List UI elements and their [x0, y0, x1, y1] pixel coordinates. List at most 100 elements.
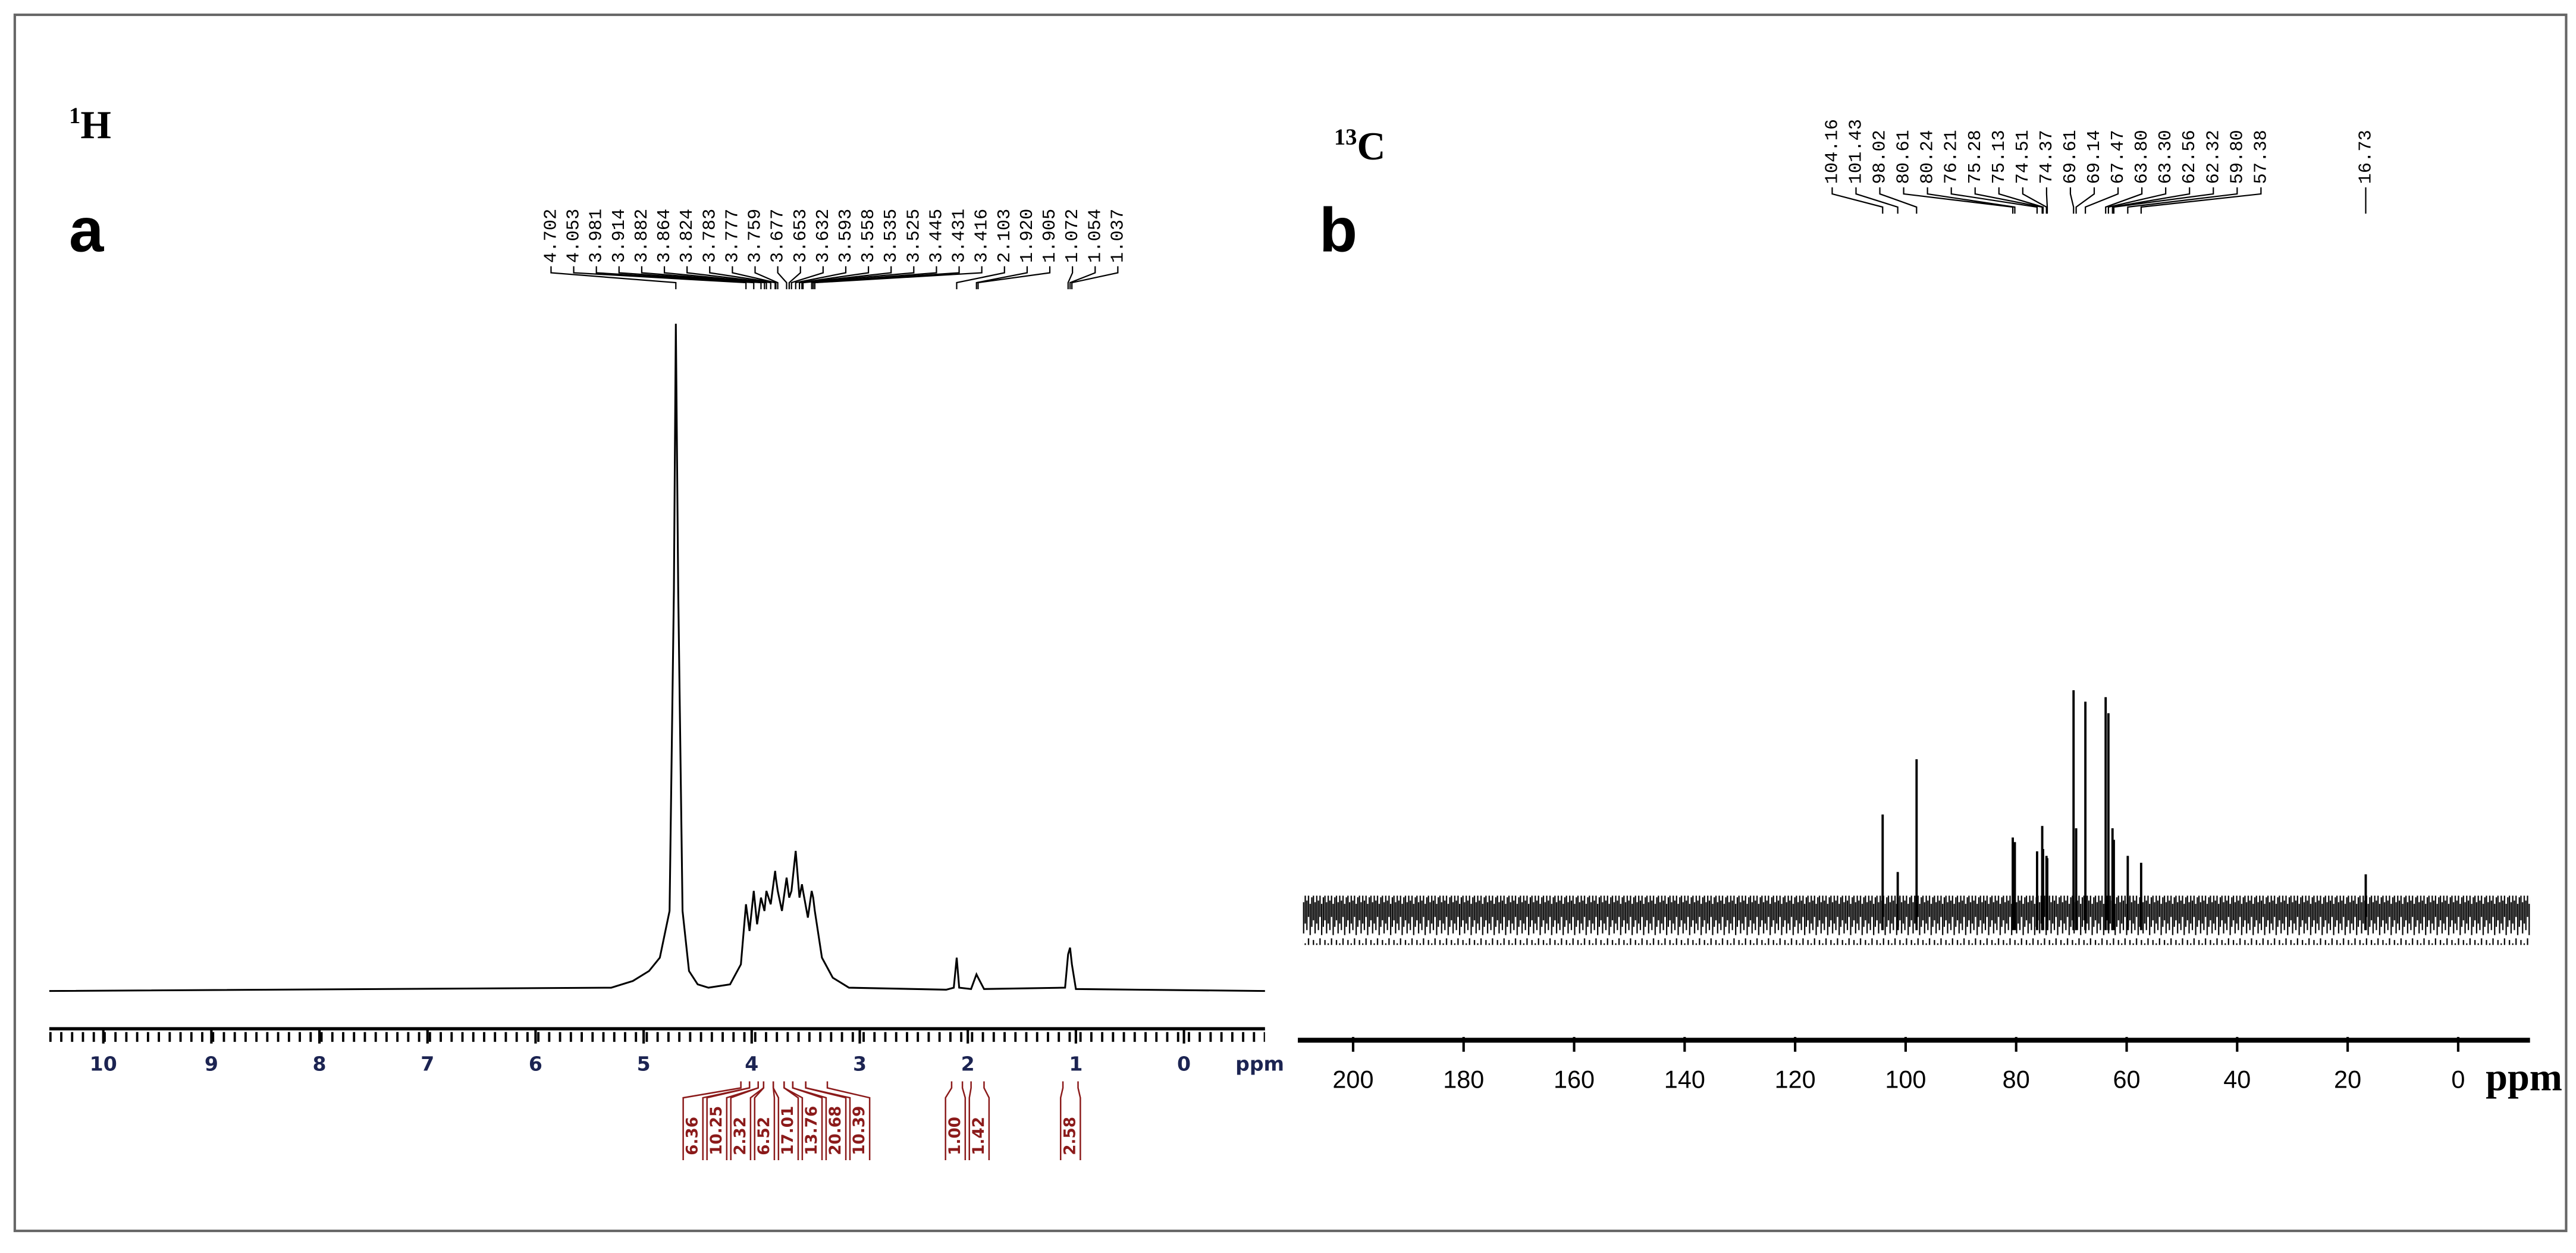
- peak-leader: [1879, 187, 1918, 214]
- x-tick-label: 0: [1177, 1052, 1191, 1075]
- x-tick-label: 1: [1069, 1052, 1083, 1075]
- peak-leader: [641, 266, 765, 290]
- x-tick-label: 0: [2451, 1065, 2465, 1093]
- x-tick-label: 10: [90, 1052, 117, 1075]
- peak-label: 74.37: [2037, 130, 2057, 184]
- peak-label: 1.920: [1018, 209, 1038, 263]
- element: H: [80, 104, 111, 147]
- integral-label: 10.39: [851, 1106, 868, 1155]
- integral-label: 10.25: [708, 1106, 726, 1155]
- x-tick-label: 3: [853, 1052, 867, 1075]
- peak-label: 3.558: [859, 209, 879, 263]
- peak-label: 101.43: [1847, 119, 1867, 184]
- x-tick-label: 140: [1664, 1065, 1705, 1093]
- peak-label: 59.80: [2227, 130, 2248, 184]
- x-tick-label: 8: [313, 1052, 327, 1075]
- peak-label: 69.14: [2085, 130, 2105, 184]
- peak-label: 2.103: [995, 209, 1015, 263]
- peak-leader: [802, 266, 915, 290]
- peak-leader: [777, 266, 787, 290]
- peak-leader: [790, 266, 824, 290]
- peak-leader: [2113, 187, 2214, 214]
- peak-label: 3.632: [814, 209, 834, 263]
- mass-number: 13: [1334, 125, 1357, 150]
- peak-leader: [1071, 266, 1119, 290]
- peak-label: 1.054: [1085, 209, 1106, 263]
- integral-bracket: [1059, 1081, 1081, 1161]
- integral-label: 2.58: [1061, 1117, 1079, 1155]
- mass-number: 1: [69, 104, 80, 129]
- x-tick-label: 7: [421, 1052, 434, 1075]
- peak-leader: [975, 266, 1028, 290]
- peak-leader: [732, 266, 777, 290]
- peak-label: 3.416: [972, 209, 993, 263]
- peak-leader: [1855, 187, 1899, 214]
- peak-label: 67.47: [2109, 130, 2129, 184]
- peak-leader: [814, 266, 983, 290]
- x-axis-label: ppm: [2486, 1056, 2562, 1099]
- peak-label: 3.431: [950, 209, 970, 263]
- peak-leader: [663, 266, 767, 290]
- integral-bracket: [968, 1081, 990, 1161]
- peak-label: 80.24: [1918, 130, 1938, 184]
- integral-label: 1.00: [946, 1117, 964, 1155]
- peak-leader: [801, 266, 892, 290]
- integral-label: 1.42: [970, 1117, 988, 1155]
- peak-leader: [795, 266, 847, 290]
- x-tick-label: 2: [961, 1052, 975, 1075]
- peak-leader: [1069, 266, 1096, 290]
- peak-label: 3.593: [836, 209, 856, 263]
- integral-bracket: [805, 1081, 871, 1161]
- integral-label: 20.68: [827, 1106, 845, 1155]
- x-tick-label: 20: [2334, 1065, 2361, 1093]
- peak-label: 1.905: [1040, 209, 1060, 263]
- x-tick-label: 9: [205, 1052, 218, 1075]
- x-tick-label: 120: [1775, 1065, 1816, 1093]
- peak-label: 63.80: [2132, 130, 2153, 184]
- peak-leader: [595, 266, 755, 290]
- peak-label: 98.02: [1871, 130, 1891, 184]
- peak-leader: [2085, 187, 2119, 214]
- peak-leader: [812, 266, 960, 290]
- integral-label: 6.52: [755, 1117, 773, 1155]
- peak-leader: [1926, 187, 2016, 214]
- peak-label: 3.535: [881, 209, 902, 263]
- x-tick-label: 180: [1443, 1065, 1484, 1093]
- nucleus-label: 1H: [69, 104, 111, 147]
- peak-label: 75.13: [1990, 130, 2010, 184]
- peak-leader: [811, 266, 937, 290]
- peak-label: 3.653: [791, 209, 811, 263]
- peak-label: 80.61: [1894, 130, 1915, 184]
- peak-label: 3.445: [927, 209, 947, 263]
- peak-leader: [686, 266, 771, 290]
- peak-label: 3.864: [655, 209, 675, 263]
- x-tick-label: 40: [2223, 1065, 2251, 1093]
- peak-label: 75.28: [1966, 130, 1986, 184]
- peak-label: 69.61: [2061, 130, 2081, 184]
- peak-label: 3.677: [768, 209, 789, 263]
- peak-label: 104.16: [1822, 119, 1843, 184]
- x-tick-label: 100: [1885, 1065, 1926, 1093]
- peak-leader: [2075, 187, 2095, 214]
- peak-leader: [550, 266, 677, 290]
- peak-label: 1.072: [1063, 209, 1083, 263]
- element: C: [1357, 125, 1385, 168]
- peak-label: 3.777: [723, 209, 743, 263]
- peak-label: 3.882: [632, 209, 652, 263]
- peak-leader: [2107, 187, 2167, 214]
- peak-label: 3.824: [677, 209, 698, 263]
- peak-label: 63.30: [2156, 130, 2176, 184]
- x-tick-label: 6: [529, 1052, 542, 1075]
- x-tick-label: 160: [1554, 1065, 1595, 1093]
- peak-leader: [1067, 266, 1074, 290]
- peak-leader: [2127, 187, 2238, 214]
- panel-letter: b: [1319, 196, 1357, 265]
- peak-leader: [573, 266, 747, 290]
- peak-label: 3.783: [700, 209, 720, 263]
- peak-leader: [799, 266, 870, 290]
- integral-bracket: [945, 1081, 967, 1161]
- peak-label: 4.702: [541, 209, 561, 263]
- frame: [13, 13, 2568, 1232]
- integral-label: 2.32: [732, 1117, 749, 1155]
